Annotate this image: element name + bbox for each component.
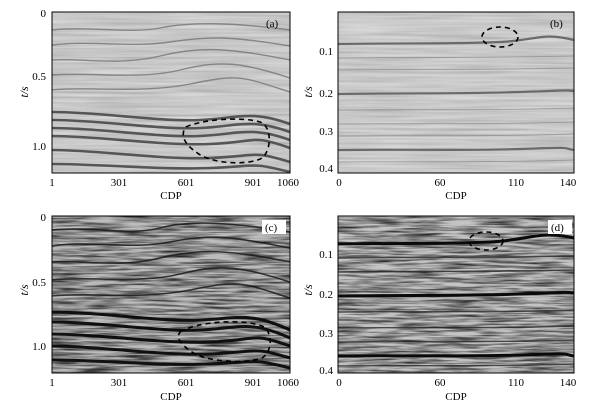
panel-d-xtick: 0 [336,377,342,389]
panel-b-annotation-outline [481,26,519,48]
panel-c-ytick: 1.0 [32,341,46,353]
panel-a-xtick: 1060 [277,177,300,189]
panel-b-xtick: 140 [560,177,577,189]
panel-a-xtick: 901 [245,177,262,189]
panel-a-xticks: 1 301 601 901 1060 [49,177,299,189]
panel-b: (b) 0.1 0.2 0.3 0.4 0 60 110 140 CDP t/s [301,11,577,202]
panel-c-annotation-outline [177,320,272,363]
panel-a-ytick: 0 [41,8,47,20]
panel-d: (d) 0.1 0.2 0.3 0.4 0 60 110 140 CDP t/s [301,215,577,403]
panel-c-xtick: 1060 [277,377,300,389]
panel-b-xlabel: CDP [445,190,466,202]
panel-c-label: (c) [265,222,278,234]
panel-a-xtick: 1 [49,177,55,189]
panel-d-ytick: 0.4 [319,365,333,377]
panel-b-xtick: 110 [508,177,525,189]
panel-a-xlabel: CDP [160,190,181,202]
panel-d-xlabel: CDP [445,391,466,403]
panel-a-ytick: 1.0 [32,141,46,153]
panel-d-xtick: 110 [508,377,525,389]
panel-c-xtick: 1 [49,377,55,389]
panel-a-ytick: 0.5 [32,71,46,83]
panel-b-ylabel: t/s [301,86,315,98]
panel-b-xtick: 60 [435,177,447,189]
panel-c: (c) 0 0.5 1.0 1 301 601 901 1060 CDP t/s [17,212,300,403]
panel-b-ytick: 0.2 [319,88,333,100]
panel-a-xtick: 301 [111,177,128,189]
panel-c-section [52,216,290,373]
panel-b-ytick: 0.4 [319,163,333,175]
panel-c-xticks: 1 301 601 901 1060 [49,377,299,389]
panel-d-xticks: 0 60 110 140 [336,377,577,389]
panel-d-ytick: 0.3 [319,328,333,340]
panel-c-xtick: 901 [245,377,262,389]
panel-d-xtick: 140 [560,377,577,389]
panel-a-ylabel: t/s [17,86,31,98]
panel-c-ytick: 0 [41,212,47,224]
panel-b-ytick: 0.3 [319,126,333,138]
panel-d-ylabel: t/s [301,284,315,296]
panel-a-section [52,12,290,173]
panel-c-xlabel: CDP [160,391,181,403]
panel-a-label: (a) [266,18,279,30]
panel-d-ytick: 0.1 [319,249,333,261]
panel-c-xtick: 601 [178,377,195,389]
panel-b-xticks: 0 60 110 140 [336,177,577,189]
panel-c-xtick: 301 [111,377,128,389]
panel-b-xtick: 0 [336,177,342,189]
panel-d-xtick: 60 [435,377,447,389]
panel-b-frame [337,11,575,174]
panel-d-annotation-outline [468,231,504,251]
panel-b-ytick: 0.1 [319,46,333,58]
panel-b-label: (b) [550,18,563,30]
panel-a-xtick: 601 [178,177,195,189]
panel-c-label-bg [262,220,286,234]
panel-c-ytick: 0.5 [32,277,46,289]
panel-d-yticks: 0.1 0.2 0.3 0.4 [319,249,333,377]
panel-d-frame [337,215,575,374]
panel-d-label: (d) [551,222,564,234]
panel-b-yticks: 0.1 0.2 0.3 0.4 [319,46,333,175]
panel-b-section [338,12,574,173]
panel-a-yticks: 0 0.5 1.0 [32,8,46,153]
panel-d-label-bg [548,220,572,234]
panel-c-ylabel: t/s [17,284,31,296]
panel-a: (a) 0 0.5 1.0 1 301 601 901 1060 CDP t/s [17,8,300,202]
panel-d-section [338,216,574,373]
panel-c-frame [51,215,291,374]
panel-a-annotation-outline [182,118,271,164]
panel-d-ytick: 0.2 [319,289,333,301]
panel-c-yticks: 0 0.5 1.0 [32,212,46,353]
panel-a-frame [51,11,291,174]
